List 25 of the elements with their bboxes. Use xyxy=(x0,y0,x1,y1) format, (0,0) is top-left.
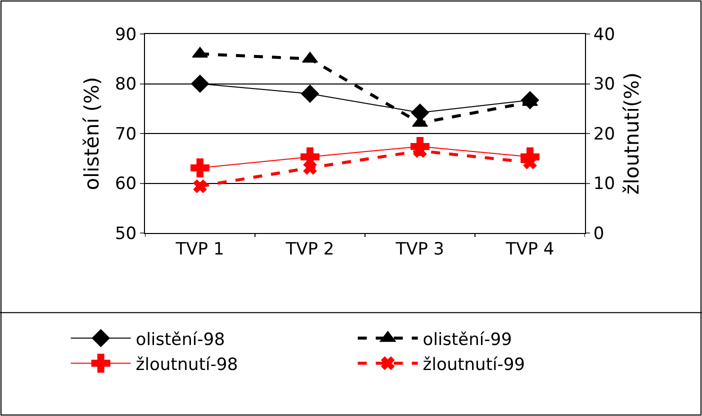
y2-tick-label: 20 xyxy=(593,124,616,144)
y-tick-label: 80 xyxy=(114,74,137,95)
x-tick-label: TVP 3 xyxy=(394,239,444,260)
point xyxy=(193,180,207,193)
point xyxy=(191,74,209,93)
point xyxy=(190,158,210,178)
x-tick-label: TVP 1 xyxy=(174,239,224,260)
y2-tick-label: 40 xyxy=(593,24,616,45)
legend-label: olistění-98 xyxy=(136,330,225,350)
y-tick-label: 50 xyxy=(114,224,137,244)
y-tick-label: 70 xyxy=(114,124,137,144)
legend-label: žloutnutí-99 xyxy=(422,354,526,375)
y2-tick-label: 10 xyxy=(593,174,616,194)
y-axis-title: olistění (%) xyxy=(79,76,104,190)
legend-label: žloutnutí-98 xyxy=(136,354,238,375)
y-tick-label: 90 xyxy=(114,24,137,45)
x-tick-label: TVP 4 xyxy=(504,239,554,260)
point xyxy=(301,84,319,103)
legend-label: olistění-99 xyxy=(422,330,512,350)
x-tick-label: TVP 2 xyxy=(284,239,334,260)
y2-tick-label: 30 xyxy=(593,74,616,95)
y2-axis-title: žloutnutí(%) xyxy=(620,72,644,195)
y2-tick-label: 0 xyxy=(593,224,604,244)
point xyxy=(303,161,317,175)
y-tick-label: 60 xyxy=(114,174,137,194)
